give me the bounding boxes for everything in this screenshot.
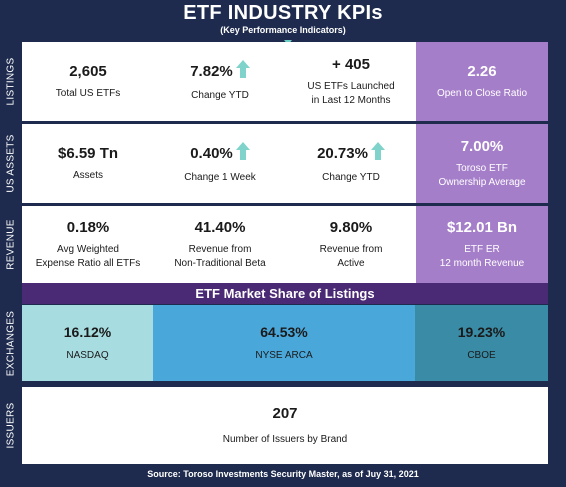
- market-share-banner: ETF Market Share of Listings: [22, 283, 548, 304]
- kpi-etf-er-revenue: $12.01 Bn ETF ER 12 month Revenue: [416, 206, 548, 283]
- row-label-us-assets: US ASSETS: [5, 134, 17, 193]
- kpi-label: Total US ETFs: [55, 87, 121, 99]
- row-label-issuers: ISSUERS: [5, 402, 17, 449]
- kpi-value: 0.40%: [190, 144, 233, 162]
- kpi-value: 0.18%: [66, 218, 110, 236]
- kpi-value: $12.01 Bn: [446, 218, 518, 236]
- exchange-nasdaq: 16.12% NASDAQ: [22, 305, 153, 381]
- kpi-issuers: 207 Number of Issuers by Brand: [22, 387, 548, 464]
- kpi-label: Toroso ETF Ownership Average: [438, 162, 526, 188]
- revenue-panel: 0.18% Avg Weighted Expense Ratio all ETF…: [22, 206, 548, 283]
- kpi-value: 2,605: [69, 62, 107, 80]
- kpi-value: 7.00%: [460, 137, 504, 155]
- kpi-value: 20.73%: [317, 144, 368, 162]
- kpi-label: Number of Issuers by Brand: [222, 433, 348, 445]
- page-title: ETF INDUSTRY KPIs: [183, 2, 383, 24]
- kpi-label: Avg Weighted Expense Ratio all ETFs: [35, 243, 141, 269]
- kpi-value: 41.40%: [194, 218, 246, 236]
- source-note: Source: Toroso Investments Security Mast…: [147, 469, 419, 479]
- exchange-nyse-arca: 64.53% NYSE ARCA: [153, 305, 415, 381]
- kpi-label: Change 1 Week: [184, 172, 256, 183]
- row-label-revenue: REVENUE: [5, 219, 17, 270]
- listings-panel: 2,605 Total US ETFs 7.82% Change YTD + 4…: [22, 42, 548, 121]
- row-label-listings: LISTINGS: [5, 57, 17, 106]
- up-arrow-icon: [370, 142, 385, 165]
- exchange-name: CBOE: [467, 350, 496, 361]
- exchange-name: NASDAQ: [66, 350, 109, 361]
- up-arrow-icon: [235, 142, 250, 165]
- kpi-change-1-week: 0.40% Change 1 Week: [154, 124, 286, 203]
- kpi-value: $6.59 Tn: [57, 144, 119, 162]
- kpi-listings-change-ytd: 7.82% Change YTD: [154, 42, 286, 121]
- kpi-total-us-etfs: 2,605 Total US ETFs: [22, 42, 154, 121]
- kpi-open-close-ratio: 2.26 Open to Close Ratio: [416, 42, 548, 121]
- kpi-value: 7.82%: [190, 62, 233, 80]
- row-label-exchanges: EXCHANGES: [5, 310, 17, 376]
- kpi-value: 2.26: [467, 62, 497, 80]
- exchange-name: NYSE ARCA: [255, 350, 313, 361]
- kpi-label: Open to Close Ratio: [436, 87, 528, 99]
- kpi-label: Assets: [72, 169, 103, 181]
- exchange-cboe: 19.23% CBOE: [415, 305, 548, 381]
- kpi-value: 207: [272, 404, 298, 422]
- page-subtitle: (Key Performance Indicators): [220, 25, 346, 35]
- exchange-share-value: 64.53%: [260, 324, 308, 340]
- kpi-avg-expense-ratio: 0.18% Avg Weighted Expense Ratio all ETF…: [22, 206, 154, 283]
- kpi-label: Change YTD: [191, 90, 249, 101]
- kpi-revenue-active: 9.80% Revenue from Active: [286, 206, 416, 283]
- kpi-etfs-launched: + 405 US ETFs Launched in Last 12 Months: [286, 42, 416, 121]
- exchange-share-value: 19.23%: [457, 324, 506, 340]
- issuers-panel: 207 Number of Issuers by Brand: [22, 387, 548, 464]
- up-arrow-icon: [235, 60, 250, 83]
- kpi-toroso-ownership: 7.00% Toroso ETF Ownership Average: [416, 124, 548, 203]
- kpi-label: ETF ER 12 month Revenue: [439, 243, 525, 269]
- kpi-value: 9.80%: [329, 218, 373, 236]
- kpi-label: Revenue from Non-Traditional Beta: [174, 243, 266, 269]
- kpi-label: US ETFs Launched in Last 12 Months: [307, 80, 395, 106]
- kpi-assets: $6.59 Tn Assets: [22, 124, 154, 203]
- kpi-non-traditional-beta: 41.40% Revenue from Non-Traditional Beta: [154, 206, 286, 283]
- exchange-share-value: 16.12%: [63, 324, 112, 340]
- us-assets-panel: $6.59 Tn Assets 0.40% Change 1 Week 20.7…: [22, 124, 548, 203]
- kpi-value: + 405: [332, 55, 370, 73]
- kpi-assets-change-ytd: 20.73% Change YTD: [286, 124, 416, 203]
- kpi-label: Change YTD: [322, 172, 380, 183]
- kpi-label: Revenue from Active: [319, 243, 383, 269]
